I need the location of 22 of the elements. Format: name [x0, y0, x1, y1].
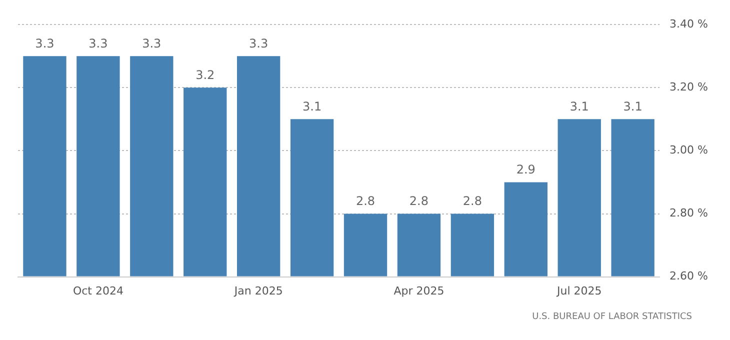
data-label: 2.8 [462, 194, 482, 208]
x-tick-label: Oct 2024 [72, 284, 124, 298]
data-label: 2.9 [516, 162, 536, 176]
x-tick-label: Apr 2025 [394, 284, 444, 298]
y-tick-label: 3.00 % [670, 144, 708, 157]
data-label: 3.1 [570, 99, 589, 114]
data-label: 2.8 [409, 194, 429, 208]
data-label: 3.3 [142, 36, 162, 50]
x-tick-label: Jul 2025 [556, 284, 602, 298]
data-label: 3.2 [196, 68, 215, 82]
y-tick-label: 3.40 % [670, 17, 708, 30]
data-label: 3.1 [302, 99, 322, 114]
data-label: 3.3 [35, 36, 54, 50]
data-label: 3.3 [249, 36, 268, 50]
data-label: 3.1 [623, 99, 642, 114]
data-label: 3.3 [88, 36, 108, 50]
y-tick-label: 2.80 % [670, 206, 708, 220]
x-tick-label: Jan 2025 [233, 284, 283, 298]
data-label: 2.8 [356, 194, 376, 208]
y-tick-label: 3.20 % [670, 80, 708, 94]
text: U.S. BUREAU OF LABOR STATISTICS [532, 312, 692, 322]
y-tick-label: 2.60 % [670, 270, 708, 283]
